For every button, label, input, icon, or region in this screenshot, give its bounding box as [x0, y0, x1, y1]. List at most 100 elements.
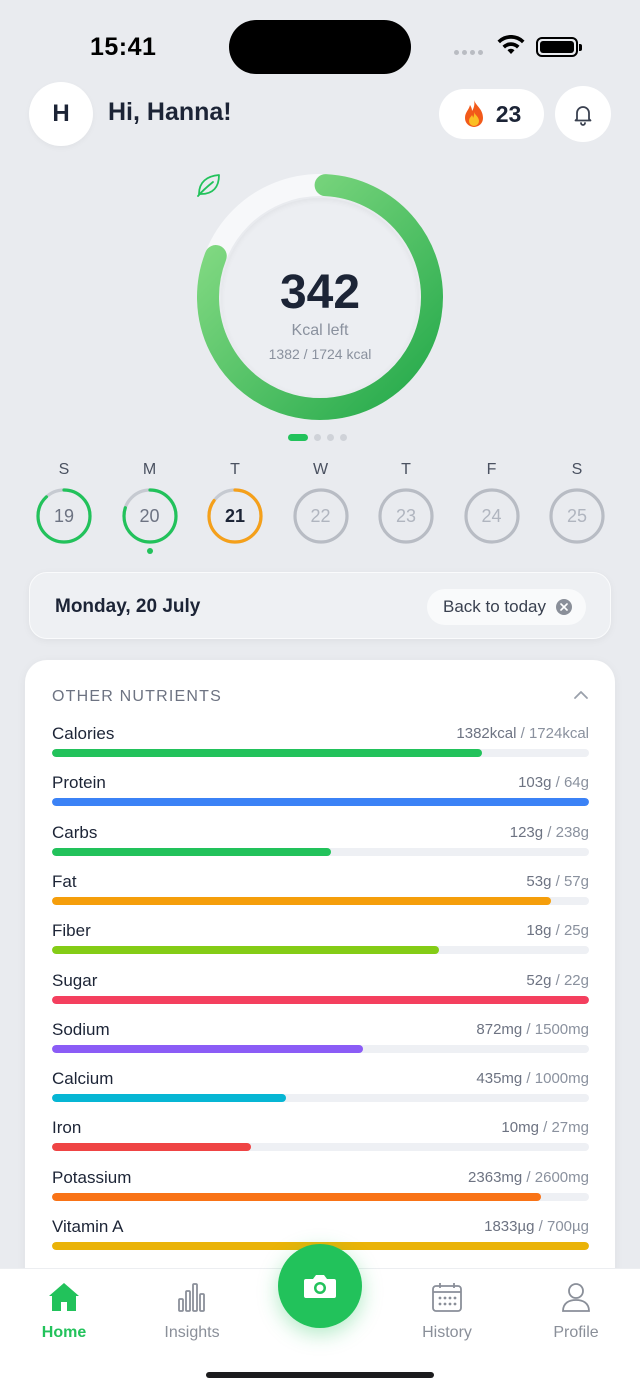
nutrient-row: Potassium 2363mg / 2600mg	[52, 1168, 589, 1208]
day-letter: F	[486, 461, 497, 478]
calorie-progress-arc	[197, 174, 443, 420]
chevron-up-icon[interactable]	[573, 688, 589, 702]
nutrient-values: 52g / 22g	[526, 971, 589, 989]
nutrient-target: 1724kcal	[528, 725, 589, 742]
selected-date-bar: Monday, 20 July Back to today	[29, 572, 611, 639]
nutrient-name: Protein	[52, 773, 106, 793]
nutrient-values: 103g / 64g	[518, 774, 589, 792]
day-25[interactable]: S 25	[545, 458, 609, 544]
nutrient-values: 10mg / 27mg	[501, 1119, 589, 1137]
day-number: 24	[481, 506, 502, 526]
nutrient-name: Carbs	[52, 822, 98, 842]
day-21[interactable]: T 21	[203, 458, 267, 544]
day-ring: 22	[292, 488, 349, 544]
streak-count: 23	[495, 100, 522, 127]
calendar-icon	[432, 1283, 462, 1312]
tab-insights[interactable]: Insights	[142, 1281, 242, 1342]
nutrient-row: Carbs 123g / 238g	[52, 823, 589, 863]
day-22[interactable]: W 22	[289, 458, 353, 544]
selected-date-title: Monday, 20 July	[55, 596, 201, 617]
nutrient-row: Fat 53g / 57g	[52, 872, 589, 912]
day-number: 25	[566, 506, 588, 526]
day-ring: 25	[549, 488, 605, 544]
wifi-icon	[497, 35, 525, 54]
nutrient-values: 435mg / 1000mg	[476, 1070, 589, 1088]
home-icon	[49, 1283, 79, 1311]
nutrient-progress-track	[52, 1044, 589, 1053]
person-icon	[562, 1283, 590, 1312]
day-23[interactable]: T 23	[374, 458, 438, 544]
nutrient-target: 64g	[563, 774, 589, 792]
nutrient-name: Calories	[52, 724, 115, 743]
nutrient-progress-fill	[52, 798, 589, 807]
tab-profile[interactable]: Profile	[526, 1281, 626, 1342]
nutrient-progress-fill	[52, 1044, 364, 1053]
nutrient-name: Potassium	[52, 1167, 132, 1187]
nutrients-card-title: OTHER NUTRIENTS	[52, 688, 222, 705]
status-time: 15:41	[90, 33, 157, 61]
nutrient-row: Sodium 872mg / 1500mg	[52, 1020, 589, 1060]
page-dot[interactable]	[288, 434, 308, 441]
nutrient-name: Fiber	[52, 921, 91, 941]
day-20[interactable]: M 20	[118, 458, 182, 554]
nutrient-progress-track	[52, 995, 589, 1004]
calorie-ring[interactable]: 342 Kcal left 1382 / 1724 kcal	[195, 172, 445, 422]
day-number: 19	[53, 506, 75, 526]
kcal-left-label: Kcal left	[291, 322, 349, 339]
page-dot[interactable]	[314, 434, 321, 441]
nutrient-progress-fill	[52, 896, 552, 905]
nutrient-name: Iron	[52, 1118, 82, 1138]
nutrient-current: 10mg	[501, 1119, 539, 1137]
day-ring: 21	[207, 488, 263, 544]
day-ring: 24	[463, 488, 520, 544]
battery-icon	[536, 37, 582, 57]
nutrient-row: Calories 1382kcal / 1724kcal	[52, 724, 589, 764]
nutrient-target: 1000mg	[534, 1070, 589, 1088]
nutrient-values: 18g / 25g	[526, 922, 589, 940]
day-number: 23	[395, 506, 417, 526]
tab-history[interactable]: History	[397, 1281, 497, 1342]
selected-day-dot	[146, 548, 153, 554]
home-indicator	[206, 1372, 434, 1378]
nutrient-progress-track	[52, 1094, 589, 1103]
day-number: 22	[310, 506, 331, 526]
day-letter: S	[58, 461, 70, 478]
page-dot[interactable]	[327, 434, 334, 441]
nutrient-progress-track	[52, 749, 589, 757]
nutrient-target: 700µg	[546, 1218, 589, 1235]
day-letter: T	[401, 461, 411, 478]
page-dot[interactable]	[340, 434, 347, 441]
day-letter: W	[312, 461, 329, 478]
day-letter: T	[230, 461, 240, 478]
day-letter: S	[571, 461, 583, 478]
nutrient-values: 53g / 57g	[526, 872, 589, 890]
day-letter: M	[142, 461, 157, 478]
nutrient-target: 2600mg	[534, 1168, 589, 1186]
avatar[interactable]: H	[29, 82, 93, 146]
day-ring: 19	[36, 488, 92, 544]
nutrient-current: 53g	[526, 872, 552, 890]
nutrient-progress-fill	[52, 1094, 286, 1103]
nutrient-target: 22g	[563, 971, 589, 989]
page-indicator[interactable]	[288, 434, 347, 441]
nutrient-progress-fill	[52, 749, 482, 757]
nutrient-name: Sugar	[52, 970, 98, 990]
tab-home-label: Home	[41, 1324, 87, 1341]
day-24[interactable]: F 24	[460, 458, 524, 544]
back-to-today-button[interactable]: Back to today	[426, 589, 586, 625]
nutrient-name: Calcium	[52, 1069, 114, 1089]
nutrient-progress-track	[52, 1143, 589, 1152]
nutrient-row: Calcium 435mg / 1000mg	[52, 1069, 589, 1109]
nutrient-target: 25g	[563, 922, 589, 940]
streak-badge[interactable]: 23	[439, 89, 544, 139]
camera-button[interactable]	[278, 1244, 362, 1328]
notifications-button[interactable]	[555, 86, 611, 142]
leaf-icon	[197, 174, 220, 197]
nutrient-current: 872mg	[476, 1020, 523, 1038]
tab-home[interactable]: Home	[14, 1281, 114, 1342]
nutrient-progress-fill	[52, 1143, 251, 1152]
nutrient-progress-track	[52, 847, 589, 856]
nutrient-values: 1833µg / 700µg	[484, 1218, 589, 1235]
day-19[interactable]: S 19	[32, 458, 96, 544]
fire-icon	[464, 100, 483, 127]
